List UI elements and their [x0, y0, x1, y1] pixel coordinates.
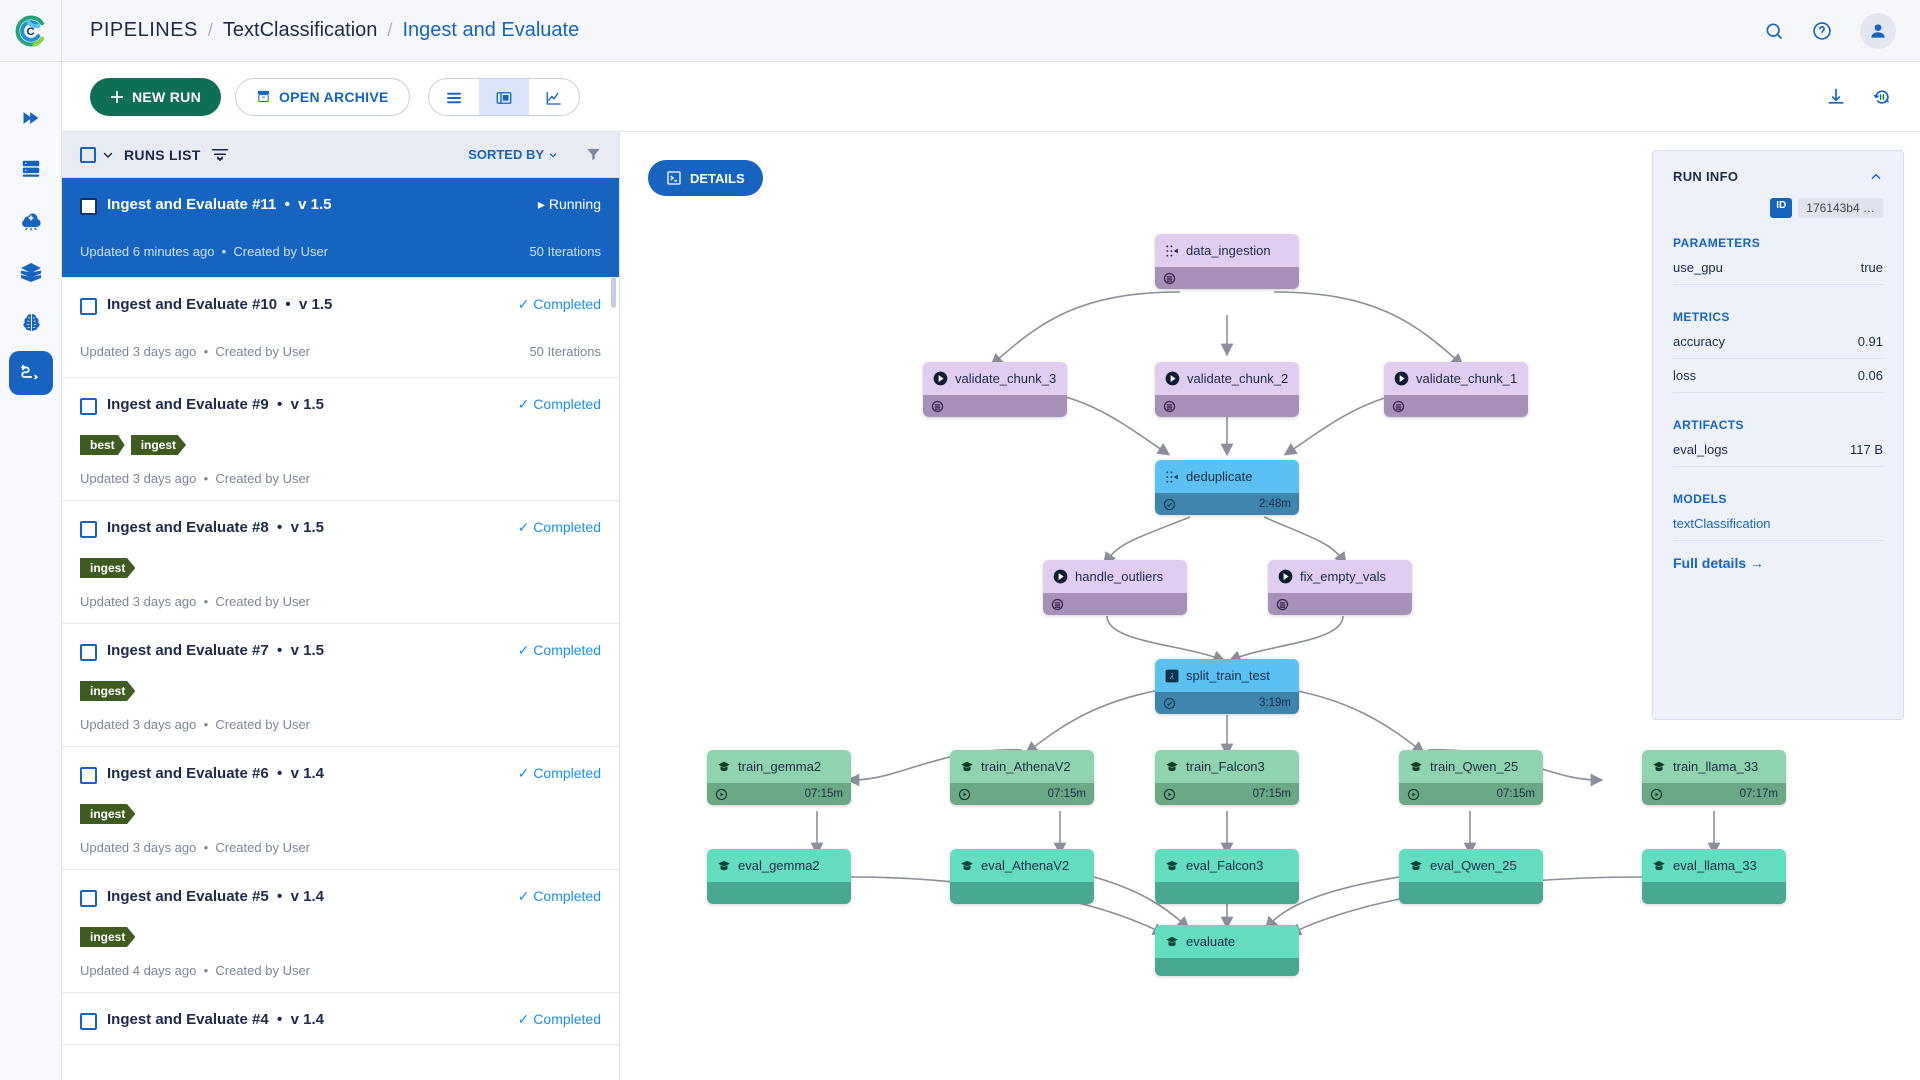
svg-text:λ: λ — [1169, 671, 1174, 681]
svg-text:C: C — [26, 25, 34, 37]
